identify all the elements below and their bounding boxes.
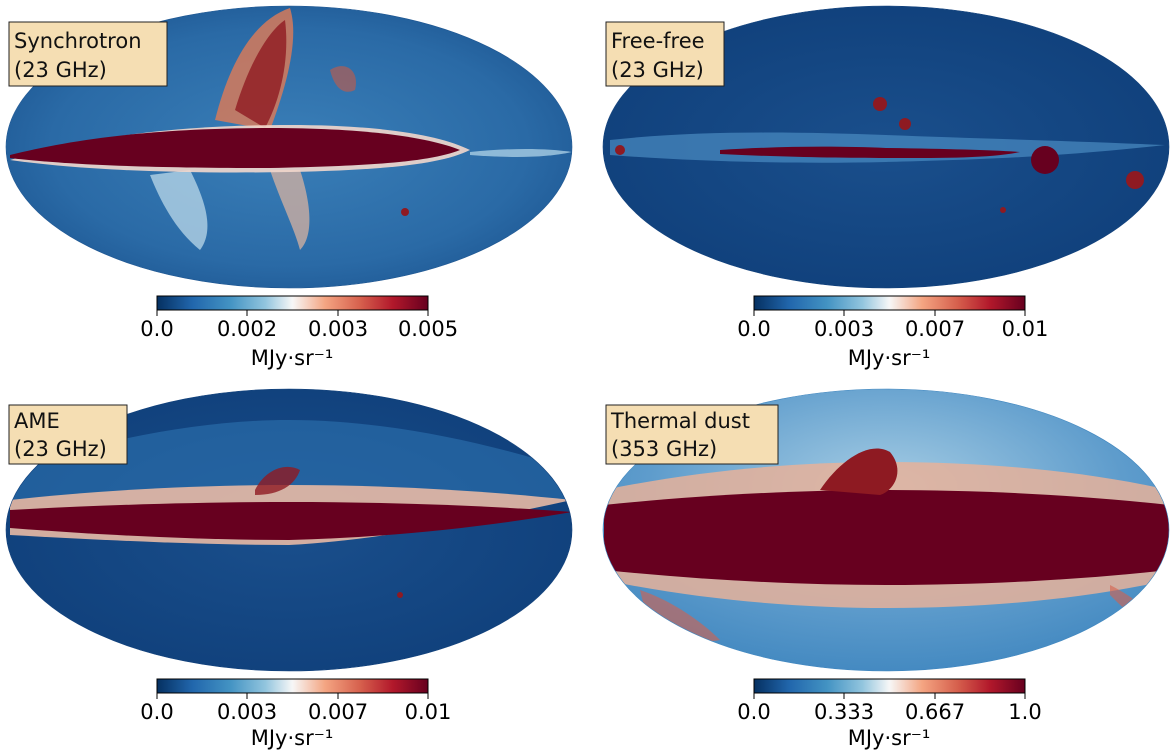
panel-label-synchrotron: Synchrotron (23 GHz) bbox=[8, 21, 168, 87]
panel-ame: AME (23 GHz) 0.0 0.003 0.007 0.01 MJy·sr… bbox=[5, 388, 573, 750]
panel-label-line1: Thermal dust bbox=[610, 409, 750, 433]
colorbar-tick-label: 0.0 bbox=[140, 700, 173, 724]
colorbar-tick-label: 0.0 bbox=[140, 317, 173, 341]
panel-label-ame: AME (23 GHz) bbox=[8, 404, 128, 465]
panel-label-thermal-dust: Thermal dust (353 GHz) bbox=[605, 404, 779, 465]
panel-synchrotron: Synchrotron (23 GHz) 0.0 0.002 0.003 0.0… bbox=[5, 5, 573, 370]
colorbar-gradient bbox=[753, 295, 1026, 311]
colorbar-synchrotron: 0.0 0.002 0.003 0.005 MJy·sr⁻¹ bbox=[140, 295, 458, 370]
colorbar-tick-label: 0.007 bbox=[308, 700, 368, 724]
panel-label-free-free: Free-free (23 GHz) bbox=[605, 21, 725, 87]
panel-label-line2: (23 GHz) bbox=[611, 58, 704, 82]
colorbar-tick-label: 0.0 bbox=[737, 317, 770, 341]
colorbar-tick-label: 0.003 bbox=[308, 317, 368, 341]
colorbar-unit-label: MJy·sr⁻¹ bbox=[848, 726, 931, 750]
colorbar-tick-label: 0.005 bbox=[398, 317, 458, 341]
colorbar-tick-label: 0.007 bbox=[905, 317, 965, 341]
colorbar-gradient bbox=[753, 678, 1026, 694]
panel-thermal-dust: Thermal dust (353 GHz) 0.0 0.333 0.667 1… bbox=[602, 388, 1170, 750]
panel-label-line1: Synchrotron bbox=[14, 29, 142, 53]
colorbar-tick-label: 0.002 bbox=[217, 317, 277, 341]
colorbar-tick-label: 0.01 bbox=[405, 700, 452, 724]
panel-label-line2: (23 GHz) bbox=[14, 437, 107, 461]
colorbar-unit-label: MJy·sr⁻¹ bbox=[251, 346, 334, 370]
colorbar-tick-label: 0.003 bbox=[814, 317, 874, 341]
panel-label-line2: (23 GHz) bbox=[14, 58, 107, 82]
sky-map-ame bbox=[6, 389, 572, 671]
panel-free-free: Free-free (23 GHz) 0.0 0.003 0.007 0.01 … bbox=[602, 5, 1170, 370]
sky-map-free-free bbox=[603, 6, 1169, 288]
panel-label-line1: AME bbox=[14, 409, 60, 433]
panel-label-line1: Free-free bbox=[611, 29, 705, 53]
colorbar-tick-label: 0.01 bbox=[1002, 317, 1049, 341]
colorbar-tick-label: 0.0 bbox=[737, 700, 770, 724]
colorbar-ame: 0.0 0.003 0.007 0.01 MJy·sr⁻¹ bbox=[140, 678, 452, 750]
colorbar-tick-label: 0.003 bbox=[217, 700, 277, 724]
colorbar-tick-label: 0.333 bbox=[814, 700, 874, 724]
colorbar-tick-label: 0.667 bbox=[905, 700, 965, 724]
colorbar-gradient bbox=[156, 678, 429, 694]
panel-label-line2: (353 GHz) bbox=[611, 437, 717, 461]
colorbar-free-free: 0.0 0.003 0.007 0.01 MJy·sr⁻¹ bbox=[737, 295, 1049, 370]
colorbar-gradient bbox=[156, 295, 429, 311]
colorbar-thermal-dust: 0.0 0.333 0.667 1.0 MJy·sr⁻¹ bbox=[737, 678, 1042, 750]
colorbar-unit-label: MJy·sr⁻¹ bbox=[848, 346, 931, 370]
colorbar-tick-label: 1.0 bbox=[1008, 700, 1041, 724]
colorbar-unit-label: MJy·sr⁻¹ bbox=[251, 726, 334, 750]
